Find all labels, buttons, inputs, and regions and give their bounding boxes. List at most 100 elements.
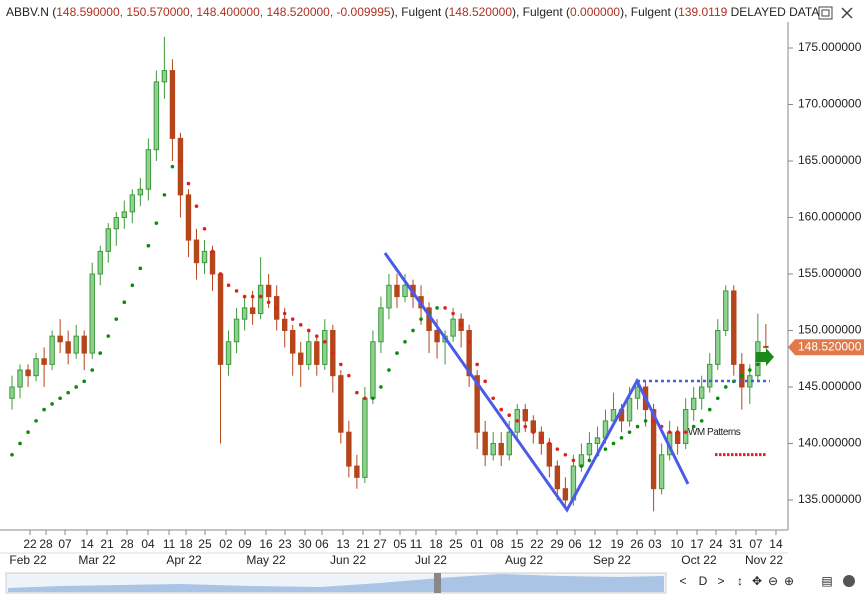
indicator-dot	[715, 396, 720, 401]
candle-body	[690, 397, 697, 411]
indicator-dot	[74, 385, 78, 389]
indicator-dot	[675, 430, 680, 434]
x-tick-label: 18	[429, 537, 443, 551]
indicator-dot	[355, 390, 359, 395]
x-tick-label: 01	[470, 537, 484, 551]
indicator-dot	[563, 452, 568, 457]
indicator-dot	[515, 419, 520, 423]
candle-body	[314, 341, 320, 365]
period-button[interactable]: D	[699, 574, 708, 588]
indicator-dot	[419, 317, 423, 321]
indicator-dot	[146, 243, 151, 248]
x-tick-label: 15	[510, 537, 524, 551]
indicator-dot	[274, 306, 279, 310]
price-tag	[788, 339, 864, 356]
zoom-out-icon[interactable]: ⊖	[768, 574, 778, 588]
zoom-in-icon[interactable]: ⊕	[784, 574, 794, 588]
pattern-zigzag	[383, 252, 690, 513]
indicator-dot	[435, 306, 439, 310]
scroll-handle[interactable]	[434, 573, 441, 593]
x-tick-label: 30	[298, 537, 312, 551]
candle-body	[362, 397, 368, 478]
candle-body	[546, 442, 553, 467]
indicator-dot	[667, 430, 672, 434]
list-icon[interactable]: ▤	[821, 574, 832, 588]
y-tick-label: 150.000000	[798, 323, 862, 337]
candle-body	[707, 363, 713, 388]
indicator-dot	[651, 419, 656, 423]
candle-body	[169, 70, 176, 139]
candle-body	[217, 273, 224, 365]
x-tick-label: 06	[315, 537, 329, 551]
indicator-dot	[707, 407, 712, 412]
candle-body	[306, 341, 312, 365]
indicator-dot	[627, 430, 632, 434]
month-label: Apr 22	[166, 553, 202, 567]
candle-body	[482, 431, 488, 456]
indicator-dot	[475, 362, 479, 367]
month-label: Mar 22	[78, 553, 116, 567]
candle-body	[474, 375, 480, 433]
indicator-dot	[66, 390, 70, 395]
month-label: Feb 22	[9, 553, 47, 567]
indicator-dot	[10, 452, 14, 457]
candle-body	[113, 216, 119, 230]
maximize-icon	[821, 9, 830, 17]
candle-body	[370, 341, 376, 399]
x-tick-label: 17	[690, 537, 704, 551]
candle-body	[137, 188, 144, 196]
candle-body	[129, 194, 136, 213]
header-part: ), Fulgent (	[391, 5, 449, 19]
candle-body	[257, 284, 264, 315]
palette-icon[interactable]	[843, 575, 855, 587]
scroll-left[interactable]: <	[679, 574, 686, 588]
header-part: 148.590000, 150.570000, 148.400000, 148.…	[56, 5, 391, 19]
candle-body	[322, 329, 328, 365]
x-tick-label: 07	[749, 537, 763, 551]
indicator-dot	[507, 413, 512, 418]
candle-body	[723, 290, 729, 331]
close-button[interactable]	[841, 7, 853, 19]
x-tick-label: 21	[356, 537, 370, 551]
y-tick-label: 145.000000	[798, 379, 862, 393]
x-tick-label: 24	[709, 537, 723, 551]
indicator-dot	[387, 368, 391, 372]
candle-body	[610, 409, 617, 422]
header-part: DELAYED DATA	[727, 5, 819, 19]
candle-body	[522, 409, 528, 422]
indicator-dot	[643, 419, 648, 423]
candle-body	[650, 409, 657, 490]
indicator-dot	[226, 283, 231, 288]
stretch-icon[interactable]: ↕	[737, 574, 743, 588]
scroll-right[interactable]: >	[717, 574, 724, 588]
y-tick-label: 160.000000	[798, 210, 862, 224]
indicator-dot	[555, 447, 560, 451]
candle-body	[386, 284, 392, 309]
x-tick-label: 23	[278, 537, 292, 551]
indicator-dot	[756, 362, 760, 367]
month-label: Sep 22	[593, 553, 631, 567]
x-tick-label: 04	[141, 537, 155, 551]
candle-body	[506, 431, 512, 456]
candle-body	[41, 358, 47, 365]
x-tick-label: 28	[39, 537, 53, 551]
navigator[interactable]: < D > ↕ ✥ ⊖ ⊕ ▤	[5, 572, 855, 594]
x-tick-label: 25	[449, 537, 463, 551]
candle-body	[265, 284, 272, 298]
y-tick-label: 175.000000	[798, 40, 862, 54]
move-icon[interactable]: ✥	[752, 574, 762, 588]
x-tick-label: 16	[259, 537, 273, 551]
candle-body	[594, 437, 601, 444]
indicator-dot	[619, 436, 624, 440]
header: ABBV.N (148.590000, 150.570000, 148.4000…	[6, 5, 819, 19]
candle-body	[402, 284, 408, 298]
maximize-button[interactable]	[818, 6, 833, 20]
x-tick-label: 25	[198, 537, 212, 551]
x-tick-label: 21	[100, 537, 114, 551]
indicator-dot	[106, 334, 111, 338]
indicator-dot	[322, 339, 327, 344]
indicator-dot	[138, 266, 143, 271]
indicator-dot	[371, 396, 375, 401]
window-buttons[interactable]	[818, 6, 853, 20]
